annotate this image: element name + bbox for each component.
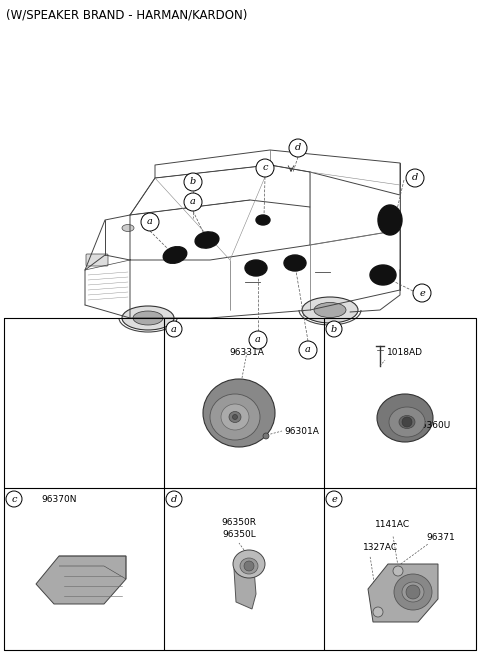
Circle shape [326,321,342,337]
Ellipse shape [378,205,402,235]
Circle shape [141,213,159,231]
Ellipse shape [377,394,433,442]
Circle shape [249,331,267,349]
Text: a: a [147,218,153,226]
Ellipse shape [210,394,260,440]
Circle shape [326,491,342,507]
Circle shape [299,341,317,359]
Ellipse shape [133,311,163,325]
Text: d: d [295,144,301,152]
Ellipse shape [229,411,241,422]
Circle shape [393,566,403,576]
Ellipse shape [163,247,187,263]
Circle shape [256,159,274,177]
Ellipse shape [402,582,424,602]
Text: b: b [190,178,196,186]
Text: e: e [419,289,425,298]
Text: 1327AC: 1327AC [363,543,398,552]
Circle shape [373,607,383,617]
Ellipse shape [394,574,432,610]
Circle shape [166,321,182,337]
FancyBboxPatch shape [86,254,108,266]
Text: 96370N: 96370N [41,495,77,504]
Text: (W/SPEAKER BRAND - HARMAN/KARDON): (W/SPEAKER BRAND - HARMAN/KARDON) [6,8,247,21]
Text: 1018AD: 1018AD [387,348,423,357]
Circle shape [402,417,412,427]
Circle shape [406,585,420,599]
Text: 96371: 96371 [426,533,455,542]
Ellipse shape [245,260,267,276]
Circle shape [263,433,269,439]
Circle shape [289,139,307,157]
Text: 96350L: 96350L [222,530,256,539]
Text: 96301A: 96301A [284,426,319,436]
Ellipse shape [233,550,265,578]
Ellipse shape [122,224,134,232]
Text: 96350R: 96350R [221,518,256,527]
Text: b: b [331,325,337,333]
Polygon shape [36,556,126,604]
Circle shape [244,561,254,571]
Ellipse shape [203,379,275,447]
Ellipse shape [221,404,249,430]
Circle shape [6,491,22,507]
Circle shape [184,193,202,211]
Circle shape [406,169,424,187]
Text: d: d [171,495,177,504]
Text: a: a [190,197,196,207]
Text: a: a [305,346,311,354]
Text: c: c [262,163,268,173]
Ellipse shape [399,415,415,428]
Ellipse shape [122,306,174,330]
Ellipse shape [302,297,358,323]
Polygon shape [234,569,256,609]
Polygon shape [368,564,438,622]
Text: 96331A: 96331A [229,348,264,357]
Ellipse shape [370,265,396,285]
Text: a: a [255,335,261,344]
Text: c: c [11,495,17,504]
Text: 96360U: 96360U [415,422,450,430]
Ellipse shape [256,215,270,225]
Text: 1141AC: 1141AC [375,520,410,529]
Ellipse shape [389,407,425,437]
Circle shape [166,491,182,507]
Ellipse shape [232,415,238,419]
Ellipse shape [240,558,258,574]
Circle shape [413,284,431,302]
Circle shape [184,173,202,191]
Text: d: d [412,173,418,182]
Ellipse shape [314,302,346,318]
Text: a: a [171,325,177,333]
Text: e: e [331,495,337,504]
Ellipse shape [284,255,306,271]
Ellipse shape [195,232,219,248]
